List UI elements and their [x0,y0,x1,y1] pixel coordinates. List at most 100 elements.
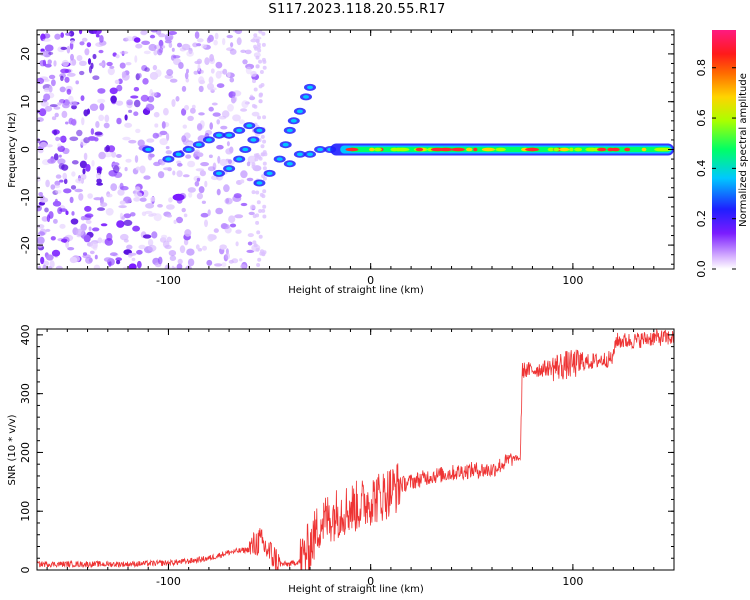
noise-blob [157,256,163,265]
noise-blob [196,192,203,200]
noise-blob [60,46,68,51]
noise-blob [125,62,132,66]
noise-blob [163,167,172,171]
noise-blob [120,233,129,241]
noise-blob [260,144,265,149]
spectrogram-noise [37,30,268,269]
x-tick-label: 0 [367,575,374,588]
noise-blob [133,111,139,116]
noise-blob [192,42,199,48]
noise-blob [65,210,69,215]
noise-blob [52,200,62,207]
noise-blob [258,234,263,239]
noise-blob [206,259,213,266]
noise-blob [54,33,61,40]
noise-blob [45,179,50,188]
noise-blob [139,165,146,174]
noise-blob [198,186,205,194]
noise-blob [164,33,174,41]
noise-blob [242,59,248,65]
noise-blob [96,182,103,186]
noise-blob [257,115,261,120]
spectrogram-features [142,83,337,201]
noise-blob [181,43,191,51]
noise-blob [209,122,213,130]
noise-blob [57,207,63,215]
noise-blob [196,38,204,43]
noise-blob [59,223,66,229]
noise-blob [62,172,67,180]
noise-blob [261,208,266,213]
noise-blob [57,143,62,148]
noise-blob [195,156,200,160]
spectrogram-band [330,143,674,156]
feature-core [290,119,297,123]
noise-blob [70,53,74,61]
noise-blob [175,96,180,102]
noise-blob [133,37,141,43]
noise-blob [219,158,228,167]
noise-blob [37,224,45,229]
noise-blob [229,48,237,55]
noise-blob [216,188,221,196]
noise-blob [109,87,118,95]
noise-blob [110,183,118,192]
noise-blob [164,74,174,79]
feature-core [236,157,243,161]
noise-blob [143,175,151,180]
noise-blob [42,264,47,269]
noise-blob [187,160,196,168]
noise-blob [55,136,60,142]
noise-blob [111,162,120,166]
noise-blob [87,193,93,199]
noise-blob [221,223,230,230]
noise-blob [257,257,262,262]
noise-blob [130,95,139,99]
noise-blob [90,62,94,69]
noise-blob [85,256,93,264]
noise-blob [165,150,172,155]
noise-blob [157,204,163,208]
noise-blob [253,44,258,49]
noise-blob [128,109,133,113]
noise-blob [76,55,83,62]
noise-blob [98,114,105,122]
noise-blob [68,95,74,103]
colorbar-label: Normalized spectral amplitude [738,73,749,227]
feature-core [165,157,172,161]
noise-blob [140,30,148,36]
noise-blob [207,166,216,172]
y-tick-label: -20 [19,236,32,254]
noise-blob [106,193,113,198]
noise-blob [221,262,227,267]
noise-blob [124,114,128,121]
y-tick-label: 20 [19,47,32,61]
noise-blob [215,70,222,79]
noise-blob [171,99,176,107]
noise-blob [122,266,129,269]
noise-blob [240,264,247,269]
noise-blob [89,103,99,112]
noise-blob [71,211,75,216]
noise-blob [99,103,105,111]
noise-blob [181,108,187,116]
noise-blob [134,55,138,63]
noise-blob [135,128,141,134]
noise-blob [153,111,160,118]
noise-blob [97,88,106,94]
noise-blob [201,200,206,204]
feature-core [205,138,212,142]
feature-blob [172,193,185,201]
noise-blob [53,218,58,224]
noise-blob [141,40,151,45]
noise-blob [181,85,187,92]
noise-blob [228,215,236,223]
noise-blob [100,202,108,208]
noise-blob [120,186,129,191]
noise-blob [43,93,51,101]
noise-blob [188,192,193,198]
noise-blob [124,122,133,128]
noise-blob [151,212,157,216]
noise-blob [62,102,70,109]
noise-blob [234,214,244,219]
